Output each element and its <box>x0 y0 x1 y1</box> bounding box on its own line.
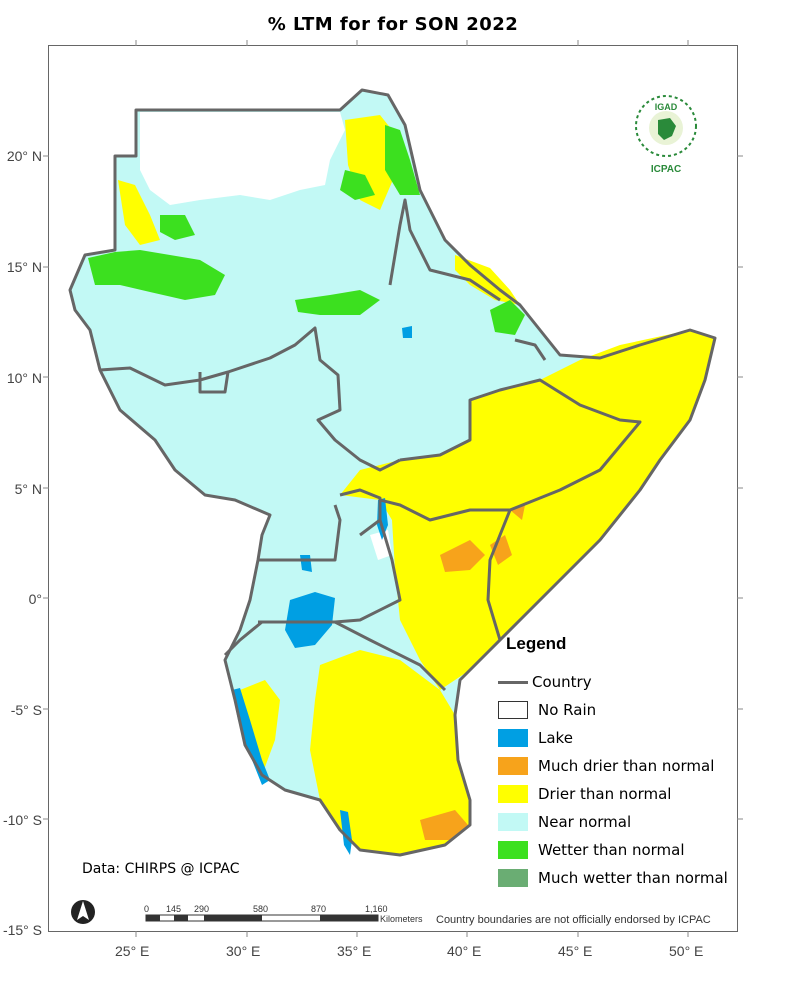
lake-malawi <box>340 810 352 855</box>
igad-icpac-logo: IGAD ICPAC <box>628 90 704 178</box>
border-tanzania <box>258 620 447 692</box>
border-kenya-somalia <box>486 509 512 641</box>
border-ethiopia <box>379 378 642 522</box>
legend-label-no-rain: No Rain <box>538 701 597 719</box>
border-uganda-kenya <box>334 519 402 624</box>
region-wetter-ne <box>385 125 420 195</box>
lat-label-15s: -15° S <box>2 922 42 938</box>
legend: Legend Country No Rain Lake Much drier t… <box>498 634 738 892</box>
region-much-drier-3 <box>420 810 468 840</box>
legend-item-lake: Lake <box>498 724 738 752</box>
region-wetter-mid <box>340 170 375 200</box>
lon-label-45e: 45° E <box>558 943 593 959</box>
scale-bar-labels: 0 145 290 580 870 1,160 Kilometers <box>144 904 423 924</box>
scale-tick-870: 870 <box>311 904 326 914</box>
legend-item-country: Country <box>498 668 738 696</box>
lat-label-5s: -5° S <box>10 702 42 718</box>
lake-tanganyika <box>232 688 270 785</box>
legend-label-much-drier: Much drier than normal <box>538 757 715 775</box>
scale-tick-580: 580 <box>253 904 268 914</box>
map-title: % LTM for for SON 2022 <box>267 14 519 35</box>
country-borders <box>68 88 717 857</box>
border-ethiopia-sudan <box>388 198 501 302</box>
scale-tick-1160: 1,160 <box>365 904 388 914</box>
region-drier-west <box>118 180 160 245</box>
swatch-much-drier <box>498 757 528 775</box>
north-arrow-icon <box>71 900 95 924</box>
region-wetter-chad <box>160 215 195 240</box>
border-south-sudan-uganda <box>339 488 382 537</box>
logo-bottom-text: ICPAC <box>651 164 681 175</box>
legend-label-much-wetter: Much wetter than normal <box>538 869 728 887</box>
region-wetter-eth <box>490 300 525 335</box>
region-much-drier-1 <box>440 540 485 572</box>
igad-emblem-icon: IGAD ICPAC <box>635 95 697 175</box>
data-source: Data: CHIRPS @ ICPAC <box>82 861 240 877</box>
scale-tick-145: 145 <box>166 904 181 914</box>
legend-item-near-normal: Near normal <box>498 808 738 836</box>
border-drc-west <box>223 620 263 657</box>
region-wetter-sudan <box>295 290 380 315</box>
border-drc-uganda <box>258 504 342 562</box>
lat-label-20n: 20° N <box>6 148 42 164</box>
lat-label-10n: 10° N <box>6 370 42 386</box>
lat-label-0: 0° <box>28 591 42 607</box>
legend-title: Legend <box>506 634 567 653</box>
region-wetter-west <box>88 250 225 300</box>
scale-tick-290: 290 <box>194 904 209 914</box>
lake-victoria <box>285 592 335 648</box>
region-no-rain-north <box>140 112 345 205</box>
legend-label-drier: Drier than normal <box>538 785 672 803</box>
lat-label-10s: -10° S <box>2 812 42 828</box>
lat-label-15n: 15° N <box>6 259 42 275</box>
swatch-near-normal <box>498 813 528 831</box>
border-chad-car <box>198 371 230 394</box>
legend-item-drier: Drier than normal <box>498 780 738 808</box>
logo-top-text: IGAD <box>655 102 678 112</box>
legend-label-near-normal: Near normal <box>538 813 632 831</box>
legend-label-wetter: Wetter than normal <box>538 841 685 859</box>
lon-label-35e: 35° E <box>337 943 372 959</box>
scale-bar <box>145 914 379 922</box>
legend-item-much-wetter: Much wetter than normal <box>498 864 738 892</box>
swatch-drier <box>498 785 528 803</box>
swatch-lake <box>498 729 528 747</box>
disclaimer: Country boundaries are not officially en… <box>436 914 711 926</box>
lake-tana <box>402 326 412 338</box>
lon-label-40e: 40° E <box>447 943 482 959</box>
border-djibouti <box>514 338 547 361</box>
country-line-swatch <box>498 680 528 684</box>
swatch-no-rain <box>498 701 528 719</box>
outer-border <box>68 88 717 857</box>
legend-item-wetter: Wetter than normal <box>498 836 738 864</box>
legend-item-no-rain: No Rain <box>498 696 738 724</box>
lon-label-50e: 50° E <box>669 943 704 959</box>
graticule-ticks <box>43 40 743 937</box>
swatch-much-wetter <box>498 869 528 887</box>
lon-label-25e: 25° E <box>115 943 150 959</box>
scale-tick-0: 0 <box>144 904 149 914</box>
legend-label-country: Country <box>532 673 592 691</box>
scale-unit: Kilometers <box>380 914 423 924</box>
region-drier-tanzania <box>310 650 470 855</box>
lat-label-5n: 5° N <box>14 481 42 497</box>
swatch-wetter <box>498 841 528 859</box>
border-sudan-south <box>99 326 401 472</box>
legend-label-lake: Lake <box>538 729 573 747</box>
legend-item-much-drier: Much drier than normal <box>498 752 738 780</box>
lon-label-30e: 30° E <box>226 943 261 959</box>
